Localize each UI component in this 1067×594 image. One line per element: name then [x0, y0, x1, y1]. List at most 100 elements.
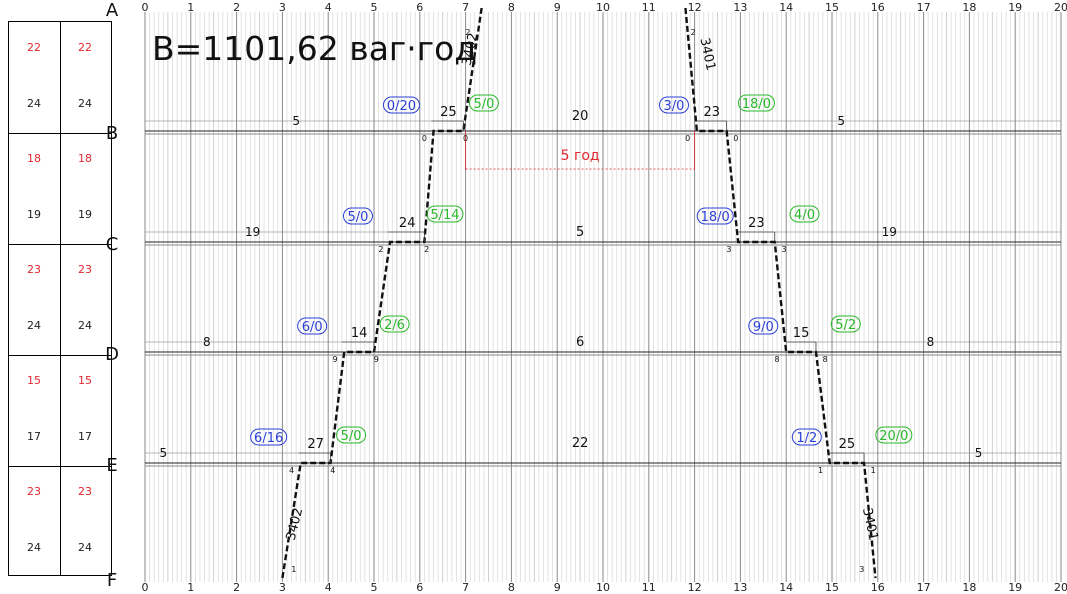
- track-number: 2: [465, 28, 470, 37]
- annotation-green-pill: [468, 94, 499, 112]
- side-table-cell-bottom: 17: [27, 430, 41, 443]
- annotation-green: 5/0: [473, 97, 494, 112]
- annotation-green-pill: [830, 315, 861, 333]
- track-number: 2: [424, 245, 429, 254]
- annotation-blue-pill: [382, 96, 420, 114]
- station-lines: A B C D E F: [105, 0, 1061, 591]
- tick-label-top: 1: [187, 1, 194, 14]
- tick-label-top: 20: [1054, 1, 1067, 14]
- grid: [144, 12, 1062, 582]
- tick-label-top: 18: [962, 1, 976, 14]
- tick-label-bottom: 8: [508, 581, 515, 594]
- side-table: 22 22 24 24 18 18 19 19 23 23 24 24 15 15 17 17 23 23 24 24: [8, 21, 112, 576]
- annotation-blue: 3/0: [664, 99, 685, 114]
- tick-label-top: 7: [462, 1, 469, 14]
- tick-label-bottom: 0: [142, 581, 149, 594]
- tick-label-top: 10: [596, 1, 610, 14]
- tick-label-top: 0: [142, 1, 149, 14]
- annotation-blue: 18/0: [701, 210, 730, 225]
- annotation-green-pill: [336, 426, 367, 444]
- annotation-blue-pill: [250, 428, 288, 446]
- side-table-cell-bottom: 19: [78, 208, 92, 221]
- wagon-count: 25: [440, 105, 457, 120]
- annotation-blue-pill: [658, 96, 689, 114]
- wagon-count: 23: [748, 216, 765, 231]
- tick-label-top: 4: [325, 1, 332, 14]
- middle-number: 6: [576, 335, 584, 350]
- annotation-green-pill: [379, 315, 410, 333]
- tick-label-bottom: 10: [596, 581, 610, 594]
- annotation-blue-pill: [791, 428, 822, 446]
- track-number: 2: [691, 28, 696, 37]
- station-left-number: 19: [245, 225, 260, 239]
- side-table-cell-top: 23: [27, 263, 41, 276]
- side-table-cell-bottom: 24: [78, 319, 92, 332]
- track-number: 4: [289, 466, 294, 475]
- station-left-number: 5: [292, 114, 300, 128]
- tick-label-bottom: 17: [917, 581, 931, 594]
- side-table-cell-top: 15: [78, 374, 92, 387]
- track-number: 0: [685, 134, 690, 143]
- annotation-blue-pill: [342, 207, 373, 225]
- tick-label-top: 8: [508, 1, 515, 14]
- track-number: 0: [733, 134, 738, 143]
- station-right-number: 19: [882, 225, 897, 239]
- wagon-count: 25: [839, 437, 856, 452]
- tick-label-bottom: 20: [1054, 581, 1067, 594]
- station-right-number: 5: [837, 114, 845, 128]
- annotation-green-pill: [737, 94, 775, 112]
- wagon-count: 14: [351, 326, 368, 341]
- track-number: 2: [378, 245, 383, 254]
- annotation-green-pill: [426, 205, 464, 223]
- station-label-d: D: [105, 344, 119, 365]
- side-table-cell-bottom: 24: [27, 319, 41, 332]
- title: B=1101,62 ваг·год: [152, 29, 477, 68]
- tick-label-top: 3: [279, 1, 286, 14]
- tick-label-bottom: 1: [187, 581, 194, 594]
- side-table-cell-top: 23: [78, 263, 92, 276]
- tick-label-bottom: 3: [279, 581, 286, 594]
- tick-label-top: 16: [871, 1, 885, 14]
- track-number: 9: [374, 355, 379, 364]
- tick-label-bottom: 5: [371, 581, 378, 594]
- side-table-cell-top: 15: [27, 374, 41, 387]
- station-label-e: E: [106, 455, 117, 476]
- side-table-cell-bottom: 19: [27, 208, 41, 221]
- side-table-cell-top: 18: [27, 152, 41, 165]
- station-left-number: 5: [159, 446, 167, 460]
- interval-label: 5 год: [561, 148, 600, 164]
- annotation-blue: 5/0: [348, 210, 369, 225]
- annotation-green: 5/2: [835, 318, 856, 333]
- side-table-cell-bottom: 24: [78, 541, 92, 554]
- side-table-cell-bottom: 24: [27, 97, 41, 110]
- annotation-green: 20/0: [879, 429, 908, 444]
- track-number: 0: [422, 134, 427, 143]
- wagon-count: 15: [793, 326, 810, 341]
- annotation-blue: 1/2: [796, 431, 817, 446]
- annotation-blue-pill: [696, 207, 734, 225]
- tick-label-top: 17: [917, 1, 931, 14]
- station-label-c: C: [106, 234, 119, 255]
- track-number: 3: [859, 565, 864, 574]
- train-path-3401: [684, 7, 877, 579]
- tick-label-top: 13: [733, 1, 747, 14]
- tick-label-bottom: 12: [688, 581, 702, 594]
- station-label-f: F: [107, 570, 117, 591]
- train-number-left-top: 3402: [460, 32, 482, 67]
- side-table-cell-bottom: 17: [78, 430, 92, 443]
- tick-label-top: 14: [779, 1, 793, 14]
- annotation-green: 18/0: [742, 97, 771, 112]
- train-number-right-bottom: 3401: [859, 507, 881, 542]
- track-number: 3: [781, 245, 786, 254]
- track-number: 1: [871, 466, 876, 475]
- tick-label-bottom: 16: [871, 581, 885, 594]
- track-number: 8: [823, 355, 828, 364]
- annotation-green: 5/14: [430, 208, 459, 223]
- side-table-cell-top: 22: [78, 41, 92, 54]
- track-number: 9: [333, 355, 338, 364]
- side-table-cell-top: 18: [78, 152, 92, 165]
- track-number: 3: [726, 245, 731, 254]
- train-number-right-top: 3401: [696, 37, 718, 72]
